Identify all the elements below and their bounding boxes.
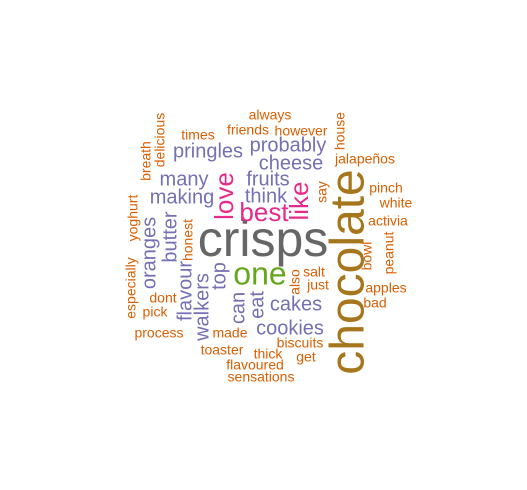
word-dont: dont [149,290,176,306]
word-however: however [275,123,328,139]
word-pick: pick [143,304,169,320]
word-always: always [249,107,292,123]
word-especially: especially [123,257,139,318]
word-say: say [314,181,330,203]
word-pinch: pinch [369,180,402,196]
word-also: also [287,269,303,295]
word-flavour: flavour [174,261,196,321]
word-chocolate: chocolate [322,169,375,374]
word-process: process [134,325,183,341]
word-biscuits: biscuits [277,335,324,351]
word-like: like [284,181,314,220]
word-get: get [296,349,316,365]
word-activia: activia [368,213,408,229]
word-toaster: toaster [201,342,244,358]
word-cakes: cakes [270,293,322,315]
word-oranges: oranges [138,217,160,289]
word-just: just [306,277,329,293]
word-flavoured: flavoured [226,357,284,373]
word-many: many [160,168,209,190]
word-salt: salt [303,264,325,280]
word-yoghurt: yoghurt [125,195,141,242]
word-times: times [181,127,214,143]
word-think: think [245,185,288,207]
word-sensations: sensations [228,369,295,385]
word-thick: thick [254,346,284,362]
word-can: can [227,292,249,324]
word-bowl: bowl [359,242,375,271]
word-crisps: crisps [198,211,329,267]
word-apples: apples [365,280,406,296]
word-jalapenos: jalapeños [334,151,395,167]
word-probably: probably [250,134,327,156]
word-best: best [239,197,289,227]
word-cheese: cheese [259,152,324,174]
word-bad: bad [363,295,386,311]
word-peanut: peanut [381,231,397,274]
word-breath: breath [138,141,154,181]
word-delicious: delicious [152,113,168,167]
word-top: top [208,262,230,290]
word-fruits: fruits [246,168,289,190]
word-friends: friends [227,122,269,138]
word-love: love [209,172,239,220]
word-butter: butter [159,211,181,262]
word-making: making [150,186,214,208]
word-cookies: cookies [256,317,324,339]
word-pringles: pringles [173,140,243,162]
word-honest: honest [180,219,196,261]
word-walkers: walkers [191,273,213,342]
word-house: house [332,112,348,150]
word-made: made [212,325,247,341]
word-eat: eat [246,291,268,319]
word-white: white [379,195,413,211]
word-one: one [233,255,286,291]
